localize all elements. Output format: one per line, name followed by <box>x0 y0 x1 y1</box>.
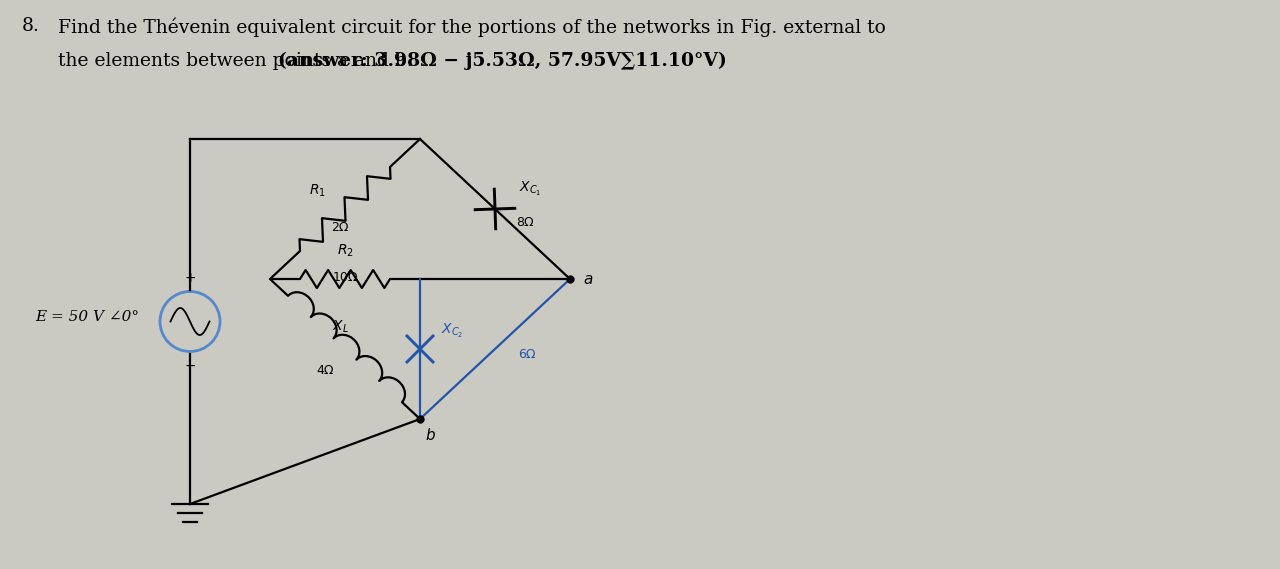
Text: 2Ω: 2Ω <box>332 221 348 233</box>
Text: the elements between points a and b.: the elements between points a and b. <box>58 52 419 70</box>
Text: a: a <box>582 271 593 287</box>
Text: Find the Thévenin equivalent circuit for the portions of the networks in Fig. ex: Find the Thévenin equivalent circuit for… <box>58 17 886 36</box>
Text: 8Ω: 8Ω <box>516 216 534 229</box>
Text: 10Ω: 10Ω <box>333 270 357 283</box>
Text: (answer: 3.98Ω − j5.53Ω, 57.95V∑11.10°V): (answer: 3.98Ω − j5.53Ω, 57.95V∑11.10°V) <box>278 52 727 70</box>
Text: b: b <box>425 428 435 443</box>
Text: 6Ω: 6Ω <box>518 348 536 361</box>
Text: 4Ω: 4Ω <box>316 365 334 377</box>
Text: +: + <box>184 270 196 284</box>
Text: −: − <box>184 358 196 373</box>
Text: $R_1$: $R_1$ <box>308 183 325 199</box>
Text: $X_L$: $X_L$ <box>332 319 348 335</box>
Text: E = 50 V ∠0°: E = 50 V ∠0° <box>35 310 140 324</box>
Text: $R_2$: $R_2$ <box>337 243 353 259</box>
Text: $X_{C_2}$: $X_{C_2}$ <box>440 322 463 340</box>
Text: $X_{C_1}$: $X_{C_1}$ <box>518 180 541 198</box>
Text: 8.: 8. <box>22 17 40 35</box>
